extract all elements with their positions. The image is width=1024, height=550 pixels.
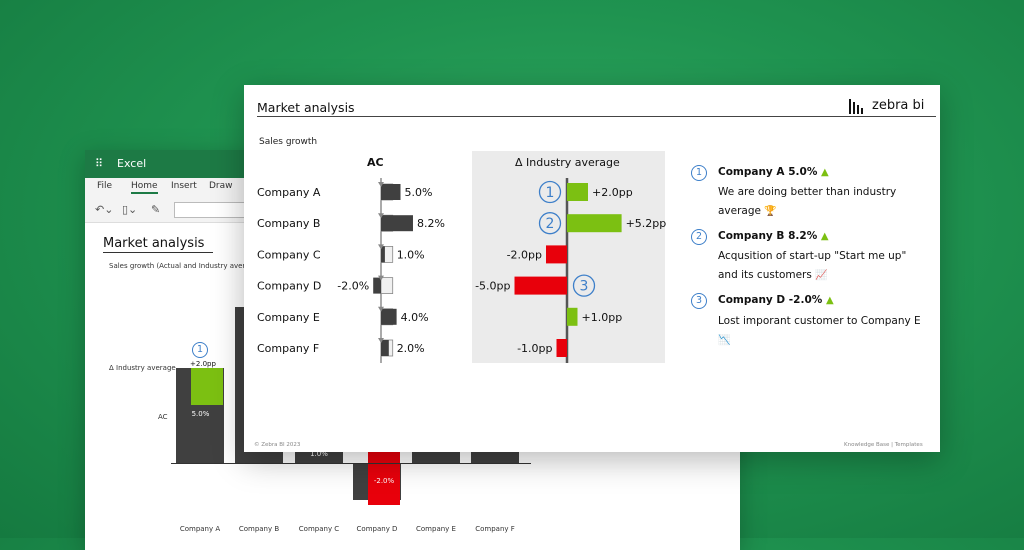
category-label: Company C <box>257 248 321 261</box>
bg-bar-company-a-delta <box>191 368 223 405</box>
marker-triangle-icon <box>378 213 384 219</box>
marker-triangle-icon <box>378 182 384 187</box>
undo-icon[interactable]: ↶⌄ <box>95 203 114 216</box>
menu-file[interactable]: File <box>97 181 113 191</box>
ac-value-label: -2.0% <box>337 280 369 293</box>
industry-reference-bar <box>380 277 394 295</box>
sheet-title-underline <box>103 252 213 253</box>
marker-triangle-icon <box>378 338 384 343</box>
note-3-heading: Company D -2.0% ▲ <box>718 294 834 306</box>
chart-decreasing-icon: 📉 <box>718 335 731 346</box>
clipboard-icon[interactable]: ▯⌄ <box>122 203 138 216</box>
delta-bar <box>514 276 567 295</box>
category-label: Company B <box>257 217 320 230</box>
menu-home[interactable]: Home <box>131 181 158 194</box>
footer-links[interactable]: Knowledge Base | Templates <box>844 442 923 448</box>
card-title: Market analysis <box>257 100 355 115</box>
note-1-heading: Company A 5.0% ▲ <box>718 166 829 178</box>
ac-bar <box>381 340 389 356</box>
trophy-icon: 🏆 <box>764 206 777 217</box>
ac-value-label: 8.2% <box>417 217 445 230</box>
menu-draw[interactable]: Draw <box>209 181 233 191</box>
callout-circle-icon <box>538 212 562 235</box>
industry-column-header: Δ Industry average <box>515 156 620 169</box>
brand-name: zebra bi <box>872 98 925 113</box>
up-triangle-icon: ▲ <box>821 167 829 178</box>
delta-value-label: +2.0pp <box>592 186 633 199</box>
callout-number: 2 <box>546 216 555 232</box>
marker-triangle-icon <box>378 306 384 312</box>
category-label: Company D <box>257 280 321 293</box>
callout-circle-icon <box>572 274 596 297</box>
delta-bar <box>546 245 567 264</box>
note-1-text: We are doing better than industry averag… <box>718 186 897 217</box>
row-label-industry: Δ Industry average <box>109 364 176 372</box>
app-launcher-icon[interactable]: ⠿ <box>95 157 104 170</box>
category-label: Company F <box>257 342 319 355</box>
chart-increasing-icon: 📈 <box>815 270 828 281</box>
note-2-text: Acqusition of start-up "Start me up" and… <box>718 250 907 281</box>
bg-cat-e: Company E <box>416 525 456 533</box>
market-analysis-card: Market analysis zebra bi Sales growth AC… <box>244 85 940 452</box>
bg-bar-company-d-delta <box>368 450 400 505</box>
bg-cat-c: Company C <box>298 525 340 533</box>
ac-bar <box>381 184 401 200</box>
ac-value-label: 1.0% <box>397 248 425 261</box>
delta-value-label: -5.0pp <box>475 280 510 293</box>
callout-number: 1 <box>546 185 555 201</box>
format-painter-icon[interactable]: ✎ <box>151 203 161 216</box>
delta-value-label: +1.0pp <box>582 311 623 324</box>
delta-value-label: +5.2pp <box>626 217 667 230</box>
bg-cat-d: Company D <box>356 525 398 533</box>
up-triangle-icon: ▲ <box>825 295 834 306</box>
bg-label-a-ac: 5.0% <box>191 410 210 418</box>
delta-bar <box>556 339 567 357</box>
card-title-underline <box>257 116 936 117</box>
row-label-ac: AC <box>158 413 168 421</box>
bg-axis-line <box>171 463 531 464</box>
ac-bar <box>373 277 381 294</box>
sheet-subtitle: Sales growth (Actual and Industry averag… <box>109 262 262 270</box>
delta-value-label: -2.0pp <box>507 248 542 261</box>
chart-subtitle: Sales growth <box>259 137 318 147</box>
font-name-dropdown[interactable] <box>174 202 246 218</box>
menu-insert[interactable]: Insert <box>171 181 197 191</box>
ac-bar <box>381 308 397 325</box>
note-3-text: Lost imporant customer to Company E 📉 <box>718 315 921 346</box>
delta-bar <box>567 214 622 233</box>
marker-triangle-icon <box>378 275 384 281</box>
category-label: Company A <box>257 186 321 199</box>
callout-1-icon: 1 <box>192 342 208 358</box>
ac-bar <box>381 246 385 263</box>
note-2-heading: Company B 8.2% ▲ <box>718 230 829 242</box>
note-3-number-icon: 3 <box>691 293 707 309</box>
bg-label-d-delta: -2.0% <box>373 477 395 485</box>
callout-circle-icon <box>538 180 562 204</box>
zebra-bi-logo-icon <box>849 99 863 114</box>
note-1-number-icon: 1 <box>691 165 707 181</box>
copyright: © Zebra BI 2023 <box>254 442 301 448</box>
up-triangle-icon: ▲ <box>820 231 829 242</box>
bg-cat-f: Company F <box>475 525 515 533</box>
bg-label-c-ac: 1.0% <box>310 450 328 458</box>
bg-cat-b: Company B <box>238 525 280 533</box>
excel-app-title: Excel <box>117 157 147 170</box>
delta-bar <box>567 307 578 326</box>
ac-value-label: 2.0% <box>397 342 425 355</box>
note-2-number-icon: 2 <box>691 229 707 245</box>
ac-bar <box>381 215 413 232</box>
callout-number: 3 <box>580 279 589 295</box>
bg-label-a-delta: +2.0pp <box>190 360 216 368</box>
marker-triangle-icon <box>378 244 384 250</box>
category-label: Company E <box>257 311 320 324</box>
sales-growth-chart: Company A 5.0% +2.0pp Company B 8.2% +5.2pp Co… <box>257 178 667 363</box>
delta-value-label: -1.0pp <box>517 342 552 355</box>
bg-cat-a: Company A <box>179 525 221 533</box>
ac-column-header: AC <box>367 156 384 169</box>
ac-value-label: 5.0% <box>405 186 433 199</box>
ac-value-label: 4.0% <box>401 311 429 324</box>
delta-bar <box>567 183 588 201</box>
sheet-title: Market analysis <box>103 236 205 251</box>
